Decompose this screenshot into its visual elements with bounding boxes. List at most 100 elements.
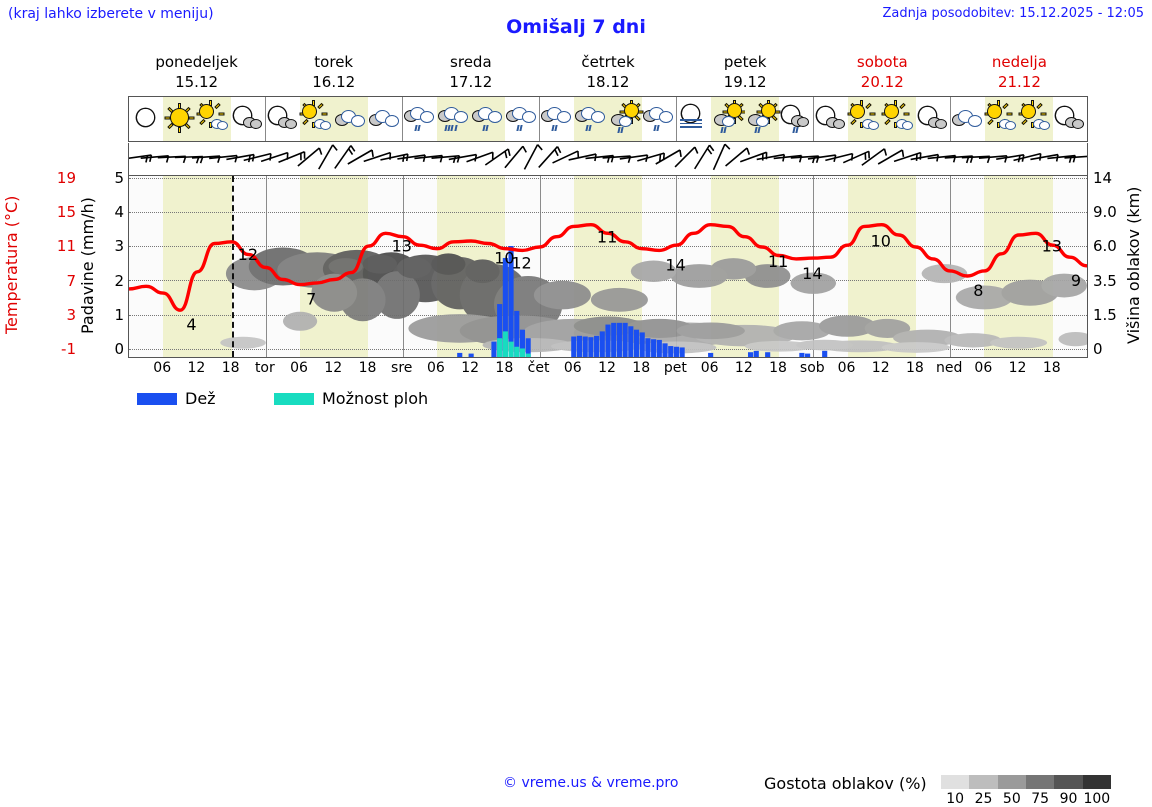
time-tick-label: 12 xyxy=(598,360,616,376)
weather-icon-cell xyxy=(231,97,265,141)
shower-bar xyxy=(520,348,525,357)
temp-ticks-item: 19 xyxy=(57,169,76,187)
rain-bar xyxy=(657,340,662,357)
time-tick-label: 12 xyxy=(324,360,342,376)
legend-item-rain: Dež xyxy=(137,389,216,408)
legend: Dež Možnost ploh © vreme.us & vreme.pro … xyxy=(0,386,1152,426)
day-date: 21.12 xyxy=(951,72,1088,92)
rain-bar xyxy=(674,347,679,357)
sun-ray xyxy=(178,127,181,133)
rain-bar xyxy=(605,325,610,357)
weather-icon-cell xyxy=(265,97,300,141)
moon-shape xyxy=(137,109,154,126)
temp-ticks-item: -1 xyxy=(61,340,76,358)
temperature-value-label: 11 xyxy=(597,228,617,247)
day-date: 15.12 xyxy=(128,72,265,92)
wind-barb xyxy=(1047,156,1075,163)
sun-ray xyxy=(866,103,872,109)
raindrop xyxy=(418,125,421,131)
cloud-blob xyxy=(363,255,397,274)
sun-ray xyxy=(215,103,221,109)
cloud-blob xyxy=(796,340,853,351)
time-tick-label: sob xyxy=(800,360,825,376)
wind-barb xyxy=(129,155,151,162)
wind-barb xyxy=(485,149,510,165)
sun-partly-cloudy-icon xyxy=(882,102,916,136)
cloud-density-tick-label: 25 xyxy=(975,791,993,807)
cloud-blob xyxy=(397,257,431,278)
cloud-density-swatch xyxy=(1083,775,1111,789)
cloud-density-swatch xyxy=(969,775,997,789)
day-date: 17.12 xyxy=(402,72,539,92)
cloud-blob xyxy=(534,281,591,310)
moon-cloudy-icon xyxy=(1053,102,1087,136)
cloud-density-legend-title: Gostota oblakov (%) xyxy=(764,774,927,793)
day-name: nedelja xyxy=(951,52,1088,72)
wind-barb xyxy=(279,152,305,162)
raindrop xyxy=(724,127,727,133)
rain-bar xyxy=(680,347,685,357)
cloud-density-tick-label: 75 xyxy=(1031,791,1049,807)
wind-barb xyxy=(714,144,730,170)
cloud-ticks-item: 14 xyxy=(1093,169,1112,187)
wind-streak xyxy=(680,126,702,128)
rain-bar xyxy=(640,332,645,357)
cloud-shape xyxy=(320,121,331,130)
weather-icon-cell xyxy=(1019,97,1053,141)
cloud-density-swatch xyxy=(1026,775,1054,789)
sun-ray xyxy=(321,113,327,116)
cloud-shape xyxy=(591,111,605,123)
cloud-shape xyxy=(619,116,632,127)
temperature-value-label: 10 xyxy=(871,231,891,250)
weather-icon-cell xyxy=(505,97,539,141)
sun-shape xyxy=(850,104,865,119)
sun-ray xyxy=(1003,103,1009,109)
cloud-blob xyxy=(676,322,744,339)
weather-icon-cell xyxy=(334,97,368,141)
raindrop xyxy=(589,125,592,131)
raindrop xyxy=(621,127,624,133)
cloud-shape xyxy=(522,111,536,123)
sun-ray xyxy=(987,119,993,125)
rain-bar xyxy=(469,354,474,357)
cloud-density-tick-label: 50 xyxy=(1003,791,1021,807)
cloud-shape xyxy=(557,111,571,123)
shower-bar xyxy=(508,342,513,357)
weather-icon-cell xyxy=(950,97,985,141)
temp-ticks-item: 11 xyxy=(57,237,76,255)
copyright-link[interactable]: © vreme.us & vreme.pro xyxy=(503,775,678,791)
day-date: 19.12 xyxy=(677,72,814,92)
cloud-blob xyxy=(990,337,1047,349)
cloud-blob xyxy=(882,342,950,353)
sun-ray xyxy=(199,119,205,125)
moon-cloudy-icon xyxy=(814,102,848,136)
legend-swatch-showers xyxy=(274,393,314,405)
wind-barbs-svg xyxy=(129,143,1087,173)
temperature-value-label: 14 xyxy=(802,264,822,283)
rain-bar xyxy=(634,330,639,357)
day-name: sreda xyxy=(402,52,539,72)
rain-bar xyxy=(491,342,496,357)
sun-ray xyxy=(900,103,906,109)
cloud-shape xyxy=(488,111,502,123)
rain-bar xyxy=(822,351,827,357)
time-tick-label: 06 xyxy=(290,360,308,376)
moon-clear-icon xyxy=(129,102,163,136)
time-tick-label: 18 xyxy=(906,360,924,376)
rain-bar xyxy=(571,337,576,357)
weather-icon-cell xyxy=(642,97,676,141)
rain-bar xyxy=(577,336,582,357)
wind-barb xyxy=(695,145,714,169)
legend-label-showers: Možnost ploh xyxy=(322,389,428,408)
cloud-blob xyxy=(431,253,465,274)
weather-icon-strip xyxy=(128,96,1088,142)
rain-bar xyxy=(799,353,804,357)
sun-shape xyxy=(1021,104,1036,119)
weather-icon-cell xyxy=(300,97,334,141)
temperature-value-label: 9 xyxy=(1071,271,1081,290)
time-tick-label: 18 xyxy=(632,360,650,376)
